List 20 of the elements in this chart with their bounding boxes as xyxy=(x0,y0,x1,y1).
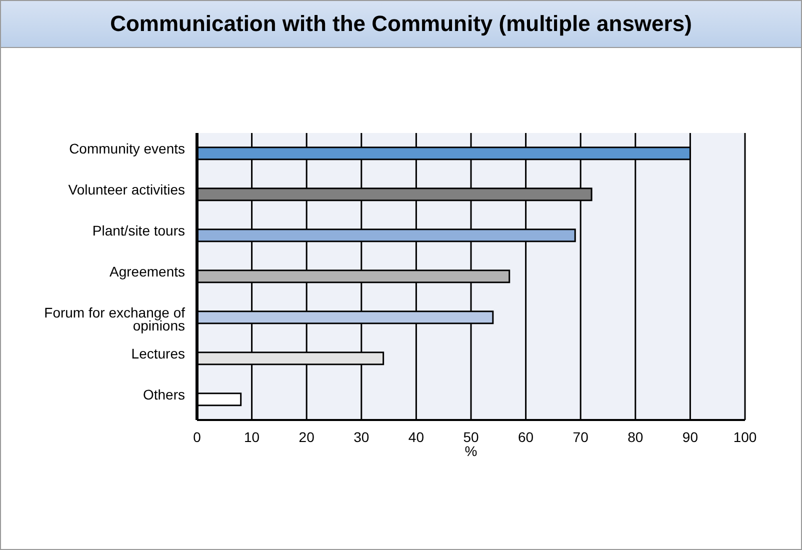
y-tick-label: Plant/site tours xyxy=(92,222,185,238)
y-tick-label: Community events xyxy=(69,140,185,156)
x-tick-label: 20 xyxy=(298,428,315,445)
x-tick-label: 10 xyxy=(244,428,260,445)
y-tick-label: Lectures xyxy=(131,346,185,362)
x-tick-label: 70 xyxy=(572,428,589,445)
y-tick-label: Agreements xyxy=(110,264,185,280)
chart-title: Communication with the Community (multiple answers) xyxy=(110,11,692,37)
y-tick-label: Forum for exchange of opinions xyxy=(44,304,186,334)
y-tick-label: Others xyxy=(142,386,185,402)
x-tick-label: 100 xyxy=(733,428,757,445)
y-tick-label: Volunteer activities xyxy=(68,182,185,198)
x-tick-label: 30 xyxy=(354,428,370,445)
x-axis-title: % xyxy=(464,442,478,459)
x-tick-label: 40 xyxy=(408,428,424,445)
x-tick-label: 80 xyxy=(628,428,644,445)
x-tick-label: 60 xyxy=(518,428,534,445)
x-tick-label: 0 xyxy=(193,428,202,445)
x-tick-label: 90 xyxy=(682,428,698,445)
x-tick-label: 50 xyxy=(463,428,479,445)
